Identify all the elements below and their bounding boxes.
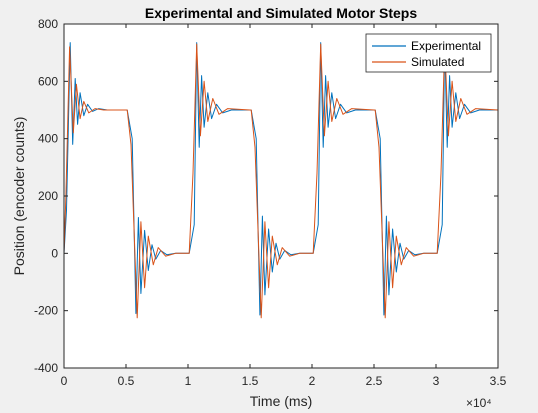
x-axis-title: Time (ms) bbox=[250, 393, 312, 409]
y-tick-label: 200 bbox=[38, 189, 58, 203]
series-line-experimental bbox=[63, 42, 498, 316]
x-tick-label: 1 bbox=[185, 374, 192, 388]
x-exponent-label: ×10⁴ bbox=[466, 396, 492, 410]
x-axis: 0 0.5 1 1.5 2 2.5 3 3.5 bbox=[61, 24, 507, 388]
y-tick-label: 400 bbox=[38, 132, 58, 146]
y-tick-label: 0 bbox=[51, 246, 58, 260]
y-axis: -400 -200 0 200 400 600 800 bbox=[34, 17, 498, 375]
series-layer bbox=[63, 42, 499, 319]
legend-label-simulated: Simulated bbox=[411, 55, 464, 69]
x-tick-label: 3.5 bbox=[490, 374, 507, 388]
legend-box bbox=[365, 33, 492, 73]
legend[interactable]: Experimental Simulated bbox=[365, 33, 492, 73]
x-tick-label: 2 bbox=[309, 374, 316, 388]
x-tick-label: 0 bbox=[61, 374, 68, 388]
y-tick-label: 600 bbox=[38, 74, 58, 88]
legend-label-experimental: Experimental bbox=[411, 39, 481, 53]
x-tick-label: 3 bbox=[433, 374, 440, 388]
y-tick-label: -400 bbox=[34, 361, 58, 375]
x-tick-label: 2.5 bbox=[366, 374, 383, 388]
x-tick-label: 1.5 bbox=[242, 374, 259, 388]
series-line-simulated bbox=[63, 43, 499, 319]
y-axis-title: Position (encoder counts) bbox=[11, 117, 27, 276]
x-tick-label: 0.5 bbox=[118, 374, 135, 388]
plot-area bbox=[64, 24, 498, 368]
y-tick-label: -200 bbox=[34, 304, 58, 318]
y-tick-label: 800 bbox=[38, 17, 58, 31]
chart-title: Experimental and Simulated Motor Steps bbox=[145, 5, 417, 21]
